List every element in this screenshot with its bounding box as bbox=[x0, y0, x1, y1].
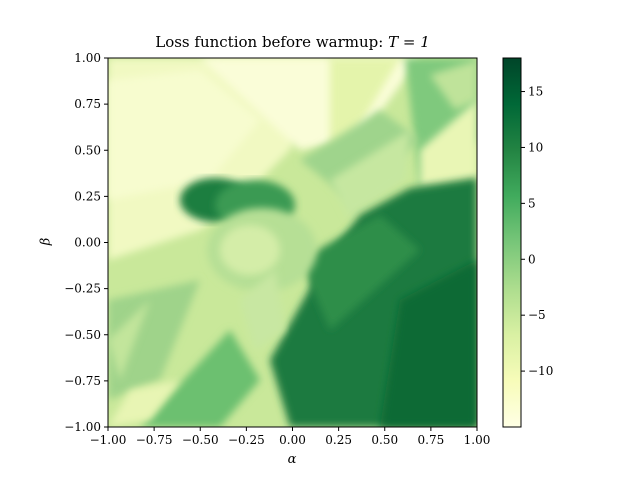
colorbar-tick-label: 0 bbox=[528, 252, 536, 266]
colorbar-tick-label: 15 bbox=[528, 85, 543, 99]
colorbar-tick-label: −10 bbox=[528, 364, 553, 378]
x-tick-label: 0.00 bbox=[279, 433, 306, 447]
chart-title: Loss function before warmup: T = 1 bbox=[155, 33, 430, 51]
heatmap-image bbox=[108, 58, 477, 427]
x-tick-label: −1.00 bbox=[90, 433, 127, 447]
y-axis-label: β bbox=[38, 237, 54, 246]
y-tick-label: −0.75 bbox=[64, 374, 101, 388]
y-tick-label: 0.50 bbox=[74, 143, 101, 157]
x-tick-label: −0.25 bbox=[228, 433, 265, 447]
x-tick-label: 0.50 bbox=[371, 433, 398, 447]
x-axis-label: α bbox=[287, 452, 297, 467]
x-tick-label: −0.75 bbox=[136, 433, 173, 447]
colorbar bbox=[502, 57, 522, 428]
y-tick-label: 1.00 bbox=[74, 51, 101, 65]
colorbar-tick-label: −5 bbox=[528, 308, 546, 322]
y-tick-label: 0.25 bbox=[74, 189, 101, 203]
y-axis: 1.00 0.75 0.50 0.25 0.00 −0.25 −0.50 −0.75 −1.00 bbox=[64, 51, 108, 434]
x-tick-label: 0.75 bbox=[418, 433, 445, 447]
y-tick-label: 0.75 bbox=[74, 97, 101, 111]
colorbar-ticks: 15 10 5 0 −5 −10 bbox=[521, 85, 553, 378]
x-tick-label: 0.25 bbox=[325, 433, 352, 447]
x-axis: −1.00 −0.75 −0.50 −0.25 0.00 0.25 0.50 0.75 1.00 bbox=[90, 427, 491, 447]
colorbar-tick-label: 5 bbox=[528, 196, 536, 210]
y-tick-label: 0.00 bbox=[74, 236, 101, 250]
x-tick-label: 1.00 bbox=[464, 433, 491, 447]
y-tick-label: −0.50 bbox=[64, 328, 101, 342]
colorbar-tick-label: 10 bbox=[528, 140, 543, 154]
x-tick-label: −0.50 bbox=[182, 433, 219, 447]
y-tick-label: −1.00 bbox=[64, 420, 101, 434]
y-tick-label: −0.25 bbox=[64, 282, 101, 296]
